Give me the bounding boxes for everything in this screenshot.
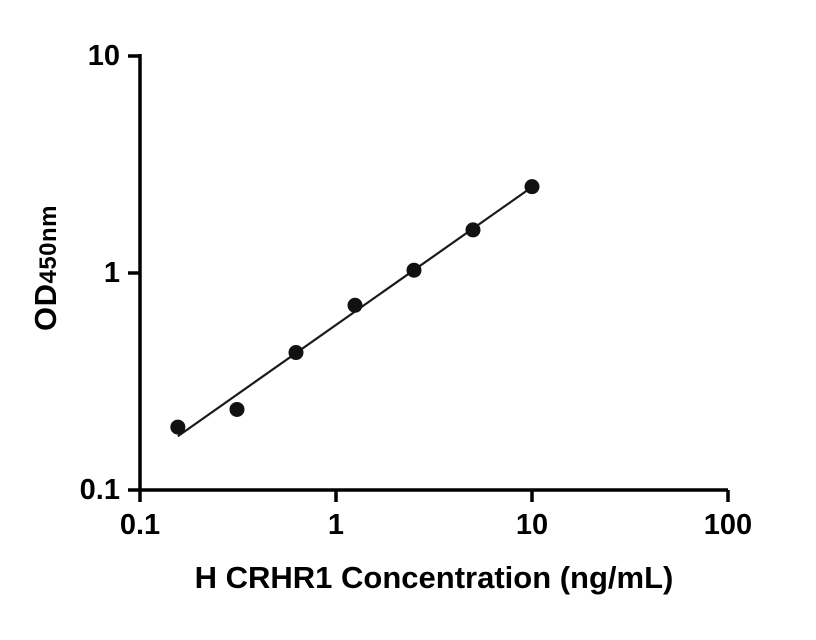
- x-axis-title: H CRHR1 Concentration (ng/mL): [194, 560, 674, 595]
- data-point: [347, 297, 363, 313]
- x-tick-label: 100: [704, 509, 752, 541]
- y-axis-title-main: OD: [28, 283, 63, 332]
- x-tick-label: 1: [328, 509, 344, 541]
- y-tick-label: 0.1: [80, 474, 120, 506]
- y-axis-title-sub: 450nm: [35, 204, 62, 284]
- data-point: [229, 401, 245, 417]
- data-point: [170, 419, 186, 435]
- x-tick-label: 0.1: [120, 509, 160, 541]
- data-point: [524, 179, 540, 195]
- x-tick-label: 10: [516, 509, 548, 541]
- data-point: [288, 345, 304, 361]
- data-point: [406, 262, 422, 278]
- data-point: [465, 222, 481, 238]
- y-tick-label: 1: [104, 257, 120, 289]
- y-tick-label: 10: [88, 40, 120, 72]
- y-axis-title: OD450nm: [28, 205, 64, 331]
